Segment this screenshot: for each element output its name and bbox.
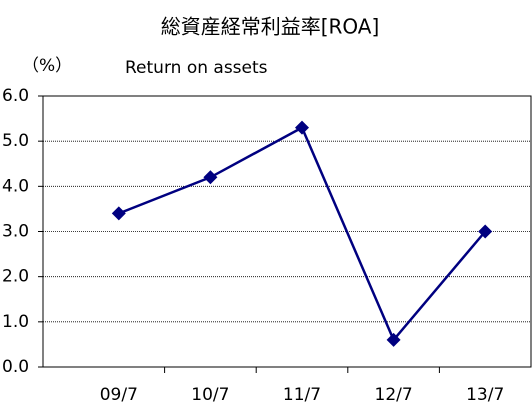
data-point — [478, 224, 493, 239]
x-tick-label: 11/7 — [283, 385, 321, 405]
chart-title: 総資産経常利益率[ROA] — [161, 15, 380, 39]
data-point — [386, 332, 401, 347]
y-tick-label: 5.0 — [2, 131, 29, 151]
plot-frame — [42, 95, 532, 368]
y-tick-label: 4.0 — [2, 176, 29, 196]
data-point — [295, 120, 309, 135]
y-tick-label: 3.0 — [2, 222, 29, 242]
x-tick-label: 12/7 — [375, 385, 413, 405]
data-point — [111, 206, 126, 221]
x-tick-label: 13/7 — [466, 385, 504, 405]
y-axis-label: （%） — [22, 56, 72, 76]
y-tick-label: 1.0 — [2, 312, 29, 332]
y-tick-label: 2.0 — [2, 267, 29, 287]
x-tick-label: 10/7 — [191, 385, 229, 405]
y-tick-label: 6.0 — [2, 86, 29, 106]
data-point — [203, 170, 218, 185]
chart-subtitle: Return on assets — [125, 58, 268, 78]
x-tick-label: 09/7 — [100, 385, 138, 405]
series-line — [118, 125, 487, 343]
y-tick-label: 0.0 — [2, 357, 29, 377]
